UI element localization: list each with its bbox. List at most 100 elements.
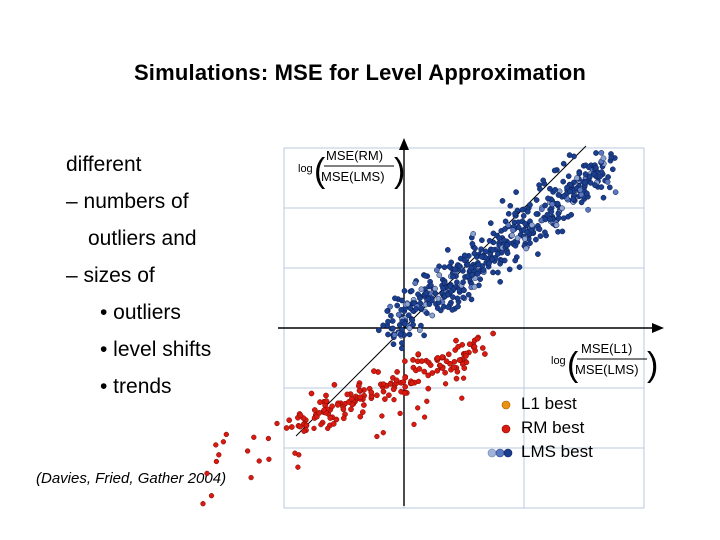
legend-swatch-rm xyxy=(501,424,511,434)
data-point xyxy=(416,366,423,372)
data-point xyxy=(316,410,323,416)
data-point xyxy=(461,252,468,259)
data-point xyxy=(468,265,475,271)
data-point xyxy=(452,266,458,273)
y-axis-log: log xyxy=(298,163,313,175)
data-point xyxy=(471,283,478,290)
data-point xyxy=(439,354,446,360)
data-point xyxy=(535,251,541,257)
data-point xyxy=(533,197,540,203)
data-point xyxy=(425,296,432,303)
data-point xyxy=(478,253,485,260)
data-point xyxy=(554,200,561,207)
y-axis-numerator: MSE(RM) xyxy=(326,148,383,163)
data-point xyxy=(524,208,531,215)
data-point xyxy=(385,331,391,338)
data-point xyxy=(600,194,607,201)
data-point xyxy=(504,250,511,257)
data-point xyxy=(593,150,599,156)
x-axis-close-paren: ) xyxy=(647,346,658,384)
x-axis-arrow xyxy=(652,323,664,333)
data-point xyxy=(413,306,420,312)
data-point xyxy=(524,229,530,236)
data-point xyxy=(592,182,598,189)
data-point xyxy=(566,188,573,195)
data-point xyxy=(445,351,452,358)
data-point xyxy=(390,325,396,332)
data-point xyxy=(442,381,449,387)
data-point xyxy=(612,189,619,196)
data-point xyxy=(470,231,477,237)
data-point xyxy=(464,273,471,280)
data-point xyxy=(251,434,257,440)
data-point xyxy=(472,245,478,252)
data-point xyxy=(553,222,560,229)
legend-swatch-lms xyxy=(487,448,513,458)
data-point xyxy=(444,247,451,253)
data-point xyxy=(516,264,523,270)
data-point xyxy=(507,202,514,209)
data-point xyxy=(359,409,366,415)
data-point xyxy=(489,247,496,253)
data-point xyxy=(390,341,397,348)
data-point xyxy=(450,294,456,300)
x-axis-open-paren: ( xyxy=(567,346,579,384)
data-point xyxy=(547,185,553,192)
data-point xyxy=(244,448,251,454)
legend-swatch-l1 xyxy=(501,400,511,410)
x-axis-numerator: MSE(L1) xyxy=(581,341,632,356)
data-point xyxy=(604,179,611,185)
data-point xyxy=(593,165,599,171)
data-point xyxy=(391,332,398,338)
data-point xyxy=(417,295,423,302)
data-point xyxy=(399,340,405,346)
data-point xyxy=(382,396,388,402)
data-point xyxy=(505,222,512,229)
data-point xyxy=(213,458,220,465)
data-point xyxy=(471,343,478,350)
data-point xyxy=(600,155,607,162)
data-point xyxy=(436,272,443,278)
x-axis-log: log xyxy=(551,355,566,367)
data-point xyxy=(552,186,559,193)
data-point xyxy=(397,410,403,417)
data-point xyxy=(379,413,385,419)
data-point xyxy=(560,215,567,222)
data-point xyxy=(511,219,518,226)
data-point xyxy=(421,332,427,339)
data-point xyxy=(286,417,293,424)
data-point xyxy=(256,458,262,464)
data-point xyxy=(460,294,467,301)
bullet-item: – sizes of xyxy=(66,264,155,287)
data-point xyxy=(598,149,605,156)
data-point xyxy=(463,359,470,366)
data-point xyxy=(421,414,428,420)
data-point xyxy=(434,367,441,374)
data-point xyxy=(523,245,530,252)
data-point xyxy=(456,263,463,269)
data-point xyxy=(540,177,547,184)
legend-label-l1: L1 best xyxy=(521,394,577,413)
data-point xyxy=(496,235,502,241)
data-point xyxy=(606,184,613,191)
data-point xyxy=(480,267,487,273)
bullet-item: • trends xyxy=(100,375,172,398)
data-point xyxy=(437,307,444,314)
data-point xyxy=(464,261,471,268)
data-point xyxy=(387,381,393,387)
data-point xyxy=(327,415,334,421)
data-point xyxy=(499,198,506,204)
bullet-item: • level shifts xyxy=(100,338,212,361)
data-point xyxy=(398,345,405,352)
data-point xyxy=(542,202,548,209)
data-point xyxy=(371,368,377,374)
data-point xyxy=(555,210,562,217)
data-point xyxy=(348,406,354,413)
data-point xyxy=(497,260,503,267)
slide-title: Simulations: MSE for Level Approximation xyxy=(133,60,587,85)
data-point xyxy=(533,211,540,217)
data-point xyxy=(283,425,290,431)
data-point xyxy=(487,220,494,226)
data-point xyxy=(460,279,466,286)
